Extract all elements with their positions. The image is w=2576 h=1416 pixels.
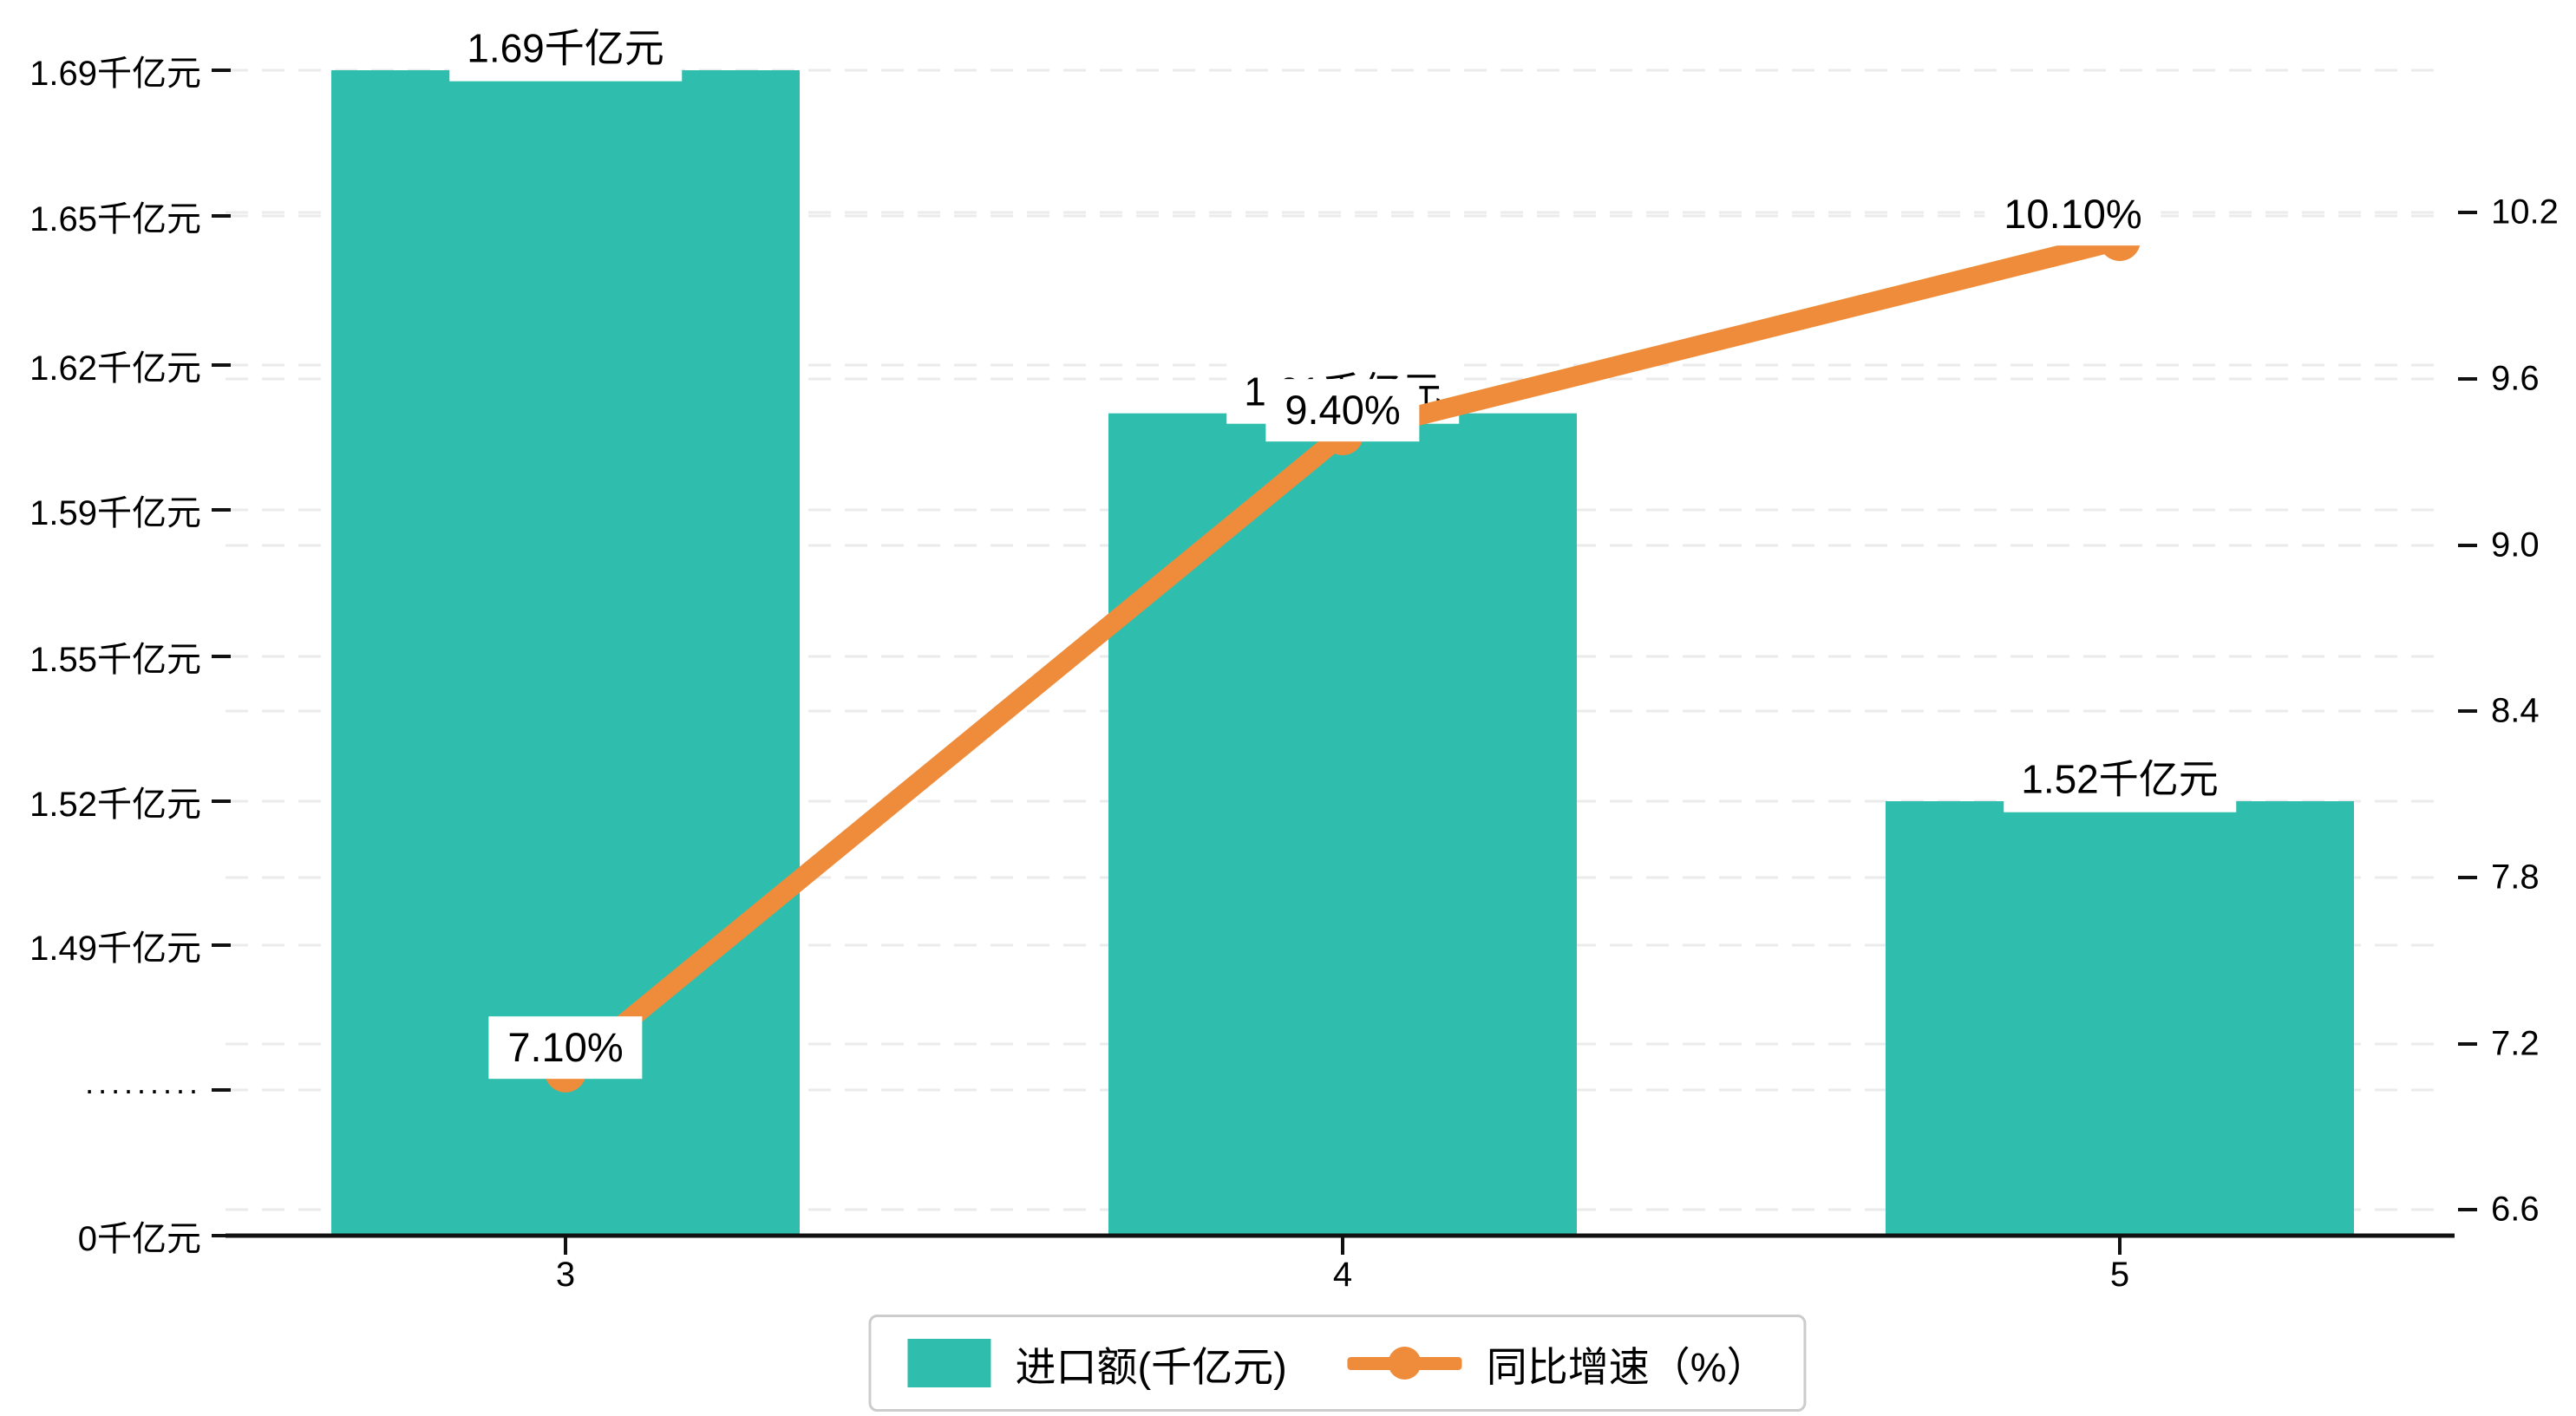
legend: 进口额(千亿元) 同比增速（%） <box>868 1315 1807 1412</box>
growth-line-marker-3 <box>545 1050 586 1093</box>
bar-series-swatch-icon <box>907 1339 991 1387</box>
legend-label-import: 进口额(千亿元) <box>1015 1343 1287 1390</box>
growth-line-marker-4 <box>1322 414 1363 455</box>
line-series-swatch-icon <box>1347 1339 1462 1387</box>
legend-label-growth: 同比增速（%） <box>1486 1343 1768 1390</box>
bar-month-5 <box>1886 801 2354 1236</box>
growth-line-marker-5 <box>2099 219 2141 261</box>
legend-item-growth: 同比增速（%） <box>1347 1334 1768 1393</box>
legend-item-import: 进口额(千亿元) <box>907 1334 1287 1393</box>
growth-line <box>559 230 2122 1080</box>
